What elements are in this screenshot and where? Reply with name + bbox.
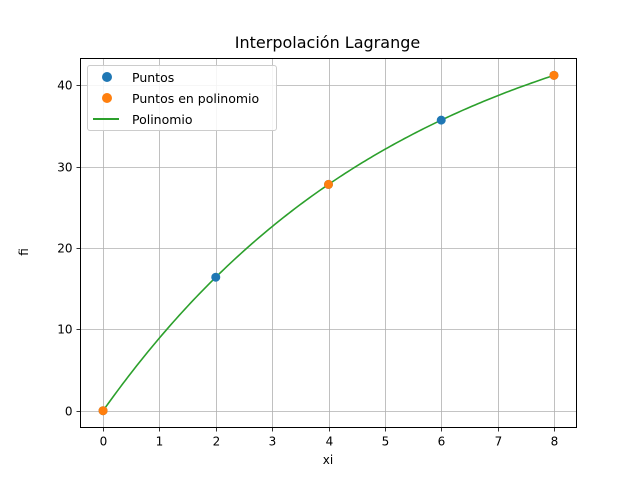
grid-lines xyxy=(80,58,577,428)
blue-dot-marker-icon xyxy=(102,72,112,82)
orange-dot-marker-icon xyxy=(102,93,112,103)
y-axis-label: fi xyxy=(16,248,31,256)
x-axis-label: xi xyxy=(322,453,334,467)
legend-label: Puntos en polinomio xyxy=(132,90,260,106)
x-tick-label: 3 xyxy=(269,435,277,449)
x-tick-label: 5 xyxy=(382,435,390,449)
legend-label: Polinomio xyxy=(132,111,193,127)
y-tick-label: 20 xyxy=(57,242,72,256)
x-tick-label: 0 xyxy=(100,435,108,449)
x-tick-label: 2 xyxy=(213,435,221,449)
y-tick-label: 0 xyxy=(65,405,73,419)
green-line-marker-icon xyxy=(93,118,119,120)
x-tick-label: 8 xyxy=(551,435,559,449)
x-tick-label: 7 xyxy=(495,435,503,449)
data-point xyxy=(549,70,559,80)
data-point xyxy=(211,272,221,282)
y-tick-label: 40 xyxy=(57,79,72,93)
x-tick-label: 6 xyxy=(438,435,446,449)
axes-frame xyxy=(80,58,577,428)
legend-label: Puntos xyxy=(132,69,175,85)
x-tick-label: 4 xyxy=(326,435,334,449)
data-point xyxy=(98,406,108,416)
legend-item-polinomio: Polinomio xyxy=(88,109,193,129)
chart-title: Interpolación Lagrange xyxy=(234,33,421,52)
y-tick-label: 30 xyxy=(57,161,72,175)
data-point xyxy=(324,179,333,189)
legend-item-puntos: Puntos xyxy=(88,67,174,87)
axis-ticks: 0 1 2 3 4 5 6 7 8 0 10 20 30 40 xyxy=(57,79,558,449)
legend: Puntos Puntos en polinomio Polinomio xyxy=(87,65,277,131)
data-series xyxy=(98,70,559,416)
data-point xyxy=(436,115,446,125)
x-tick-label: 1 xyxy=(156,435,164,449)
y-tick-label: 10 xyxy=(57,323,72,337)
legend-item-puntos-en-polinomio: Puntos en polinomio xyxy=(88,88,259,108)
